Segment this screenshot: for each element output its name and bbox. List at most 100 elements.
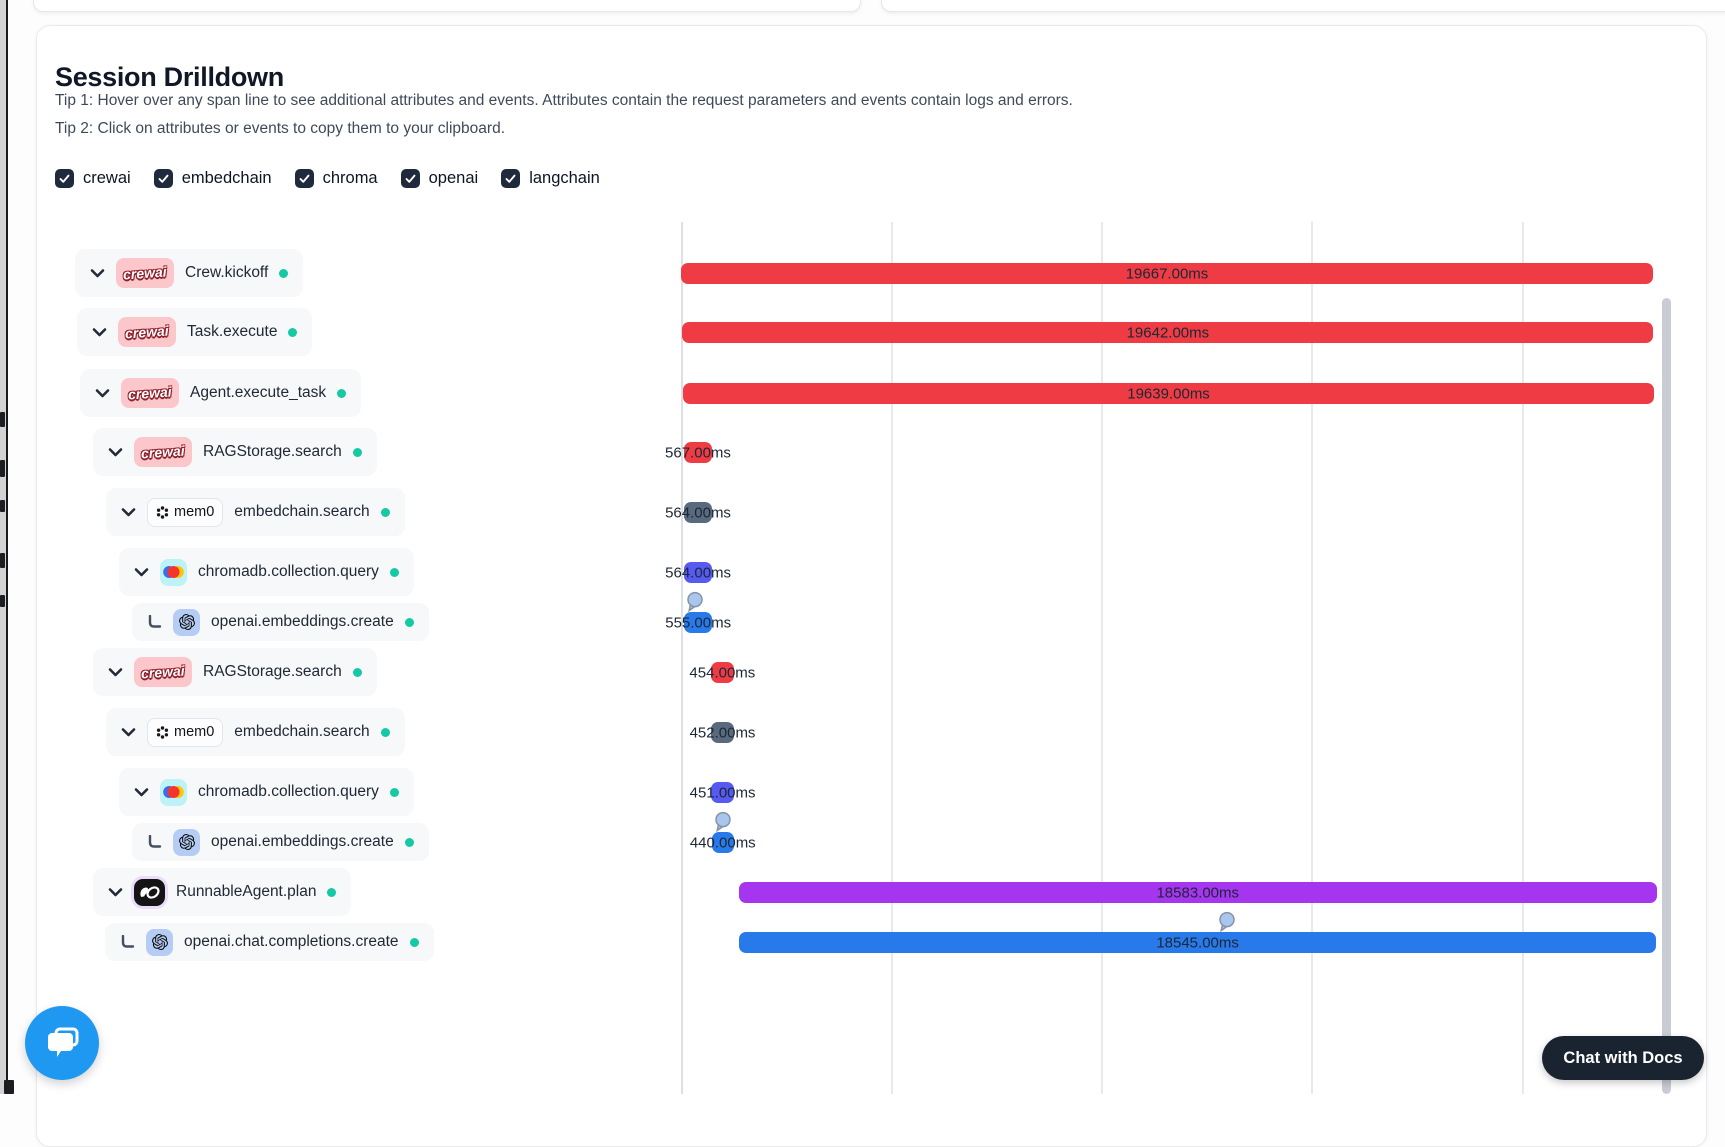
background-artifact [0, 500, 5, 512]
span-bar-Task.execute[interactable] [682, 321, 1654, 343]
event-marker-bubble-icon[interactable] [685, 591, 704, 618]
filter-crewai[interactable]: crewai [55, 169, 131, 188]
chat-widget-button[interactable] [25, 1006, 99, 1080]
chroma-circles-icon [163, 566, 184, 578]
span-row-Task.execute[interactable]: crewai Task.execute [77, 308, 313, 356]
span-bar-Agent.execute_task[interactable] [683, 382, 1654, 404]
status-ok-dot [327, 887, 337, 897]
duration-label: 451.00ms [689, 784, 756, 801]
span-bar-chromadb.collection.query[interactable] [684, 561, 713, 583]
tip-1-text: Tip 1: Hover over any span line to see a… [55, 92, 1073, 109]
span-name: Agent.execute_task [190, 384, 327, 401]
background-artifact [0, 595, 5, 607]
span-bar-openai.embeddings.create[interactable] [711, 831, 734, 853]
crewai-logo: crewai [118, 317, 176, 347]
filter-label: embedchain [181, 169, 272, 187]
chevron-down-icon[interactable] [134, 785, 149, 799]
span-row-embedchain.search[interactable]: mem0 embedchain.search [106, 708, 405, 756]
vertical-scrollbar[interactable] [1662, 298, 1671, 1094]
span-bar-openai.embeddings.create[interactable] [684, 611, 712, 633]
span-bar-embedchain.search[interactable] [711, 721, 734, 743]
status-ok-dot [380, 727, 390, 737]
tree-elbow-icon [121, 935, 135, 948]
duration-label: 567.00ms [665, 444, 731, 461]
span-row-RunnableAgent.plan[interactable]: RunnableAgent.plan [93, 868, 352, 916]
background-artifact [0, 460, 5, 477]
span-row-openai.embeddings.create[interactable]: openai.embeddings.create [132, 823, 429, 861]
span-row-chromadb.collection.query[interactable]: chromadb.collection.query [119, 548, 414, 596]
span-bar-openai.chat.completions.create[interactable] [739, 931, 1656, 953]
span-bar-RAGStorage.search[interactable] [711, 661, 734, 683]
chevron-down-icon[interactable] [134, 565, 149, 579]
chat-bubbles-icon [48, 1027, 79, 1057]
span-name: chromadb.collection.query [198, 783, 379, 800]
tree-elbow-icon [148, 835, 162, 848]
filter-openai[interactable]: openai [400, 169, 479, 188]
gridline [1522, 222, 1524, 1094]
crewai-logo: crewai [116, 258, 174, 288]
chevron-down-icon[interactable] [108, 445, 123, 459]
filter-label: openai [428, 169, 479, 187]
chevron-down-icon[interactable] [108, 665, 123, 679]
filter-label: langchain [529, 169, 600, 187]
event-marker-bubble-icon[interactable] [713, 811, 732, 838]
top-left-card [33, 0, 861, 12]
chat-with-docs-button[interactable]: Chat with Docs [1542, 1036, 1704, 1080]
span-row-chromadb.collection.query[interactable]: chromadb.collection.query [119, 768, 414, 816]
chevron-down-icon[interactable] [90, 266, 105, 280]
background-strip [0, 0, 6, 1094]
top-right-card [881, 0, 1725, 12]
span-name: Crew.kickoff [185, 264, 269, 281]
span-bar-embedchain.search[interactable] [684, 501, 712, 523]
duration-label: 454.00ms [689, 664, 756, 681]
span-row-embedchain.search[interactable]: mem0 embedchain.search [106, 488, 405, 536]
checkbox-checked-icon[interactable] [294, 169, 314, 188]
span-bar-Crew.kickoff[interactable] [681, 262, 1653, 284]
status-ok-dot [389, 567, 399, 577]
checkbox-checked-icon[interactable] [153, 169, 173, 188]
status-ok-dot [380, 507, 390, 517]
background-artifact [4, 1080, 14, 1094]
langchain-parrot-link-icon [140, 885, 160, 899]
status-ok-dot [352, 447, 362, 457]
span-name: Task.execute [187, 323, 278, 340]
span-bar-RAGStorage.search[interactable] [683, 441, 712, 463]
mem0-logo: mem0 [147, 717, 224, 747]
span-name: chromadb.collection.query [198, 563, 379, 580]
span-bar-RunnableAgent.plan[interactable] [738, 881, 1657, 903]
status-ok-dot [352, 667, 362, 677]
duration-label: 440.00ms [689, 834, 756, 851]
chevron-down-icon[interactable] [92, 325, 107, 339]
gridline [681, 222, 683, 1094]
filter-embedchain[interactable]: embedchain [153, 169, 272, 188]
checkbox-checked-icon[interactable] [400, 169, 420, 188]
status-ok-dot [404, 837, 414, 847]
span-bar-chromadb.collection.query[interactable] [711, 781, 734, 803]
checkbox-checked-icon[interactable] [501, 169, 521, 188]
duration-label: 555.00ms [665, 614, 732, 631]
filter-langchain[interactable]: langchain [501, 169, 600, 188]
span-row-openai.embeddings.create[interactable]: openai.embeddings.create [132, 603, 429, 641]
status-ok-dot [288, 327, 298, 337]
status-ok-dot [404, 617, 414, 627]
chevron-down-icon[interactable] [121, 505, 136, 519]
chevron-down-icon[interactable] [121, 725, 136, 739]
duration-label: 19667.00ms [1125, 265, 1209, 282]
span-row-openai.chat.completions.create[interactable]: openai.chat.completions.create [105, 923, 434, 961]
crewai-logo: crewai [134, 437, 192, 467]
background-artifact [0, 412, 5, 427]
chevron-down-icon[interactable] [108, 885, 123, 899]
event-marker-bubble-icon[interactable] [1217, 911, 1236, 938]
span-row-Agent.execute_task[interactable]: crewai Agent.execute_task [80, 369, 362, 417]
filter-checkboxes: crewai embedchain chroma openai langchai… [55, 169, 600, 188]
gridline [1311, 222, 1313, 1094]
span-name: openai.chat.completions.create [184, 933, 399, 950]
span-row-RAGStorage.search[interactable]: crewai RAGStorage.search [93, 428, 377, 476]
span-row-RAGStorage.search[interactable]: crewai RAGStorage.search [93, 648, 377, 696]
span-row-Crew.kickoff[interactable]: crewai Crew.kickoff [75, 249, 304, 297]
chevron-down-icon[interactable] [95, 386, 110, 400]
openai-knot-icon [178, 834, 195, 850]
duration-label: 18583.00ms [1156, 884, 1240, 901]
filter-chroma[interactable]: chroma [294, 169, 378, 188]
checkbox-checked-icon[interactable] [55, 169, 74, 188]
